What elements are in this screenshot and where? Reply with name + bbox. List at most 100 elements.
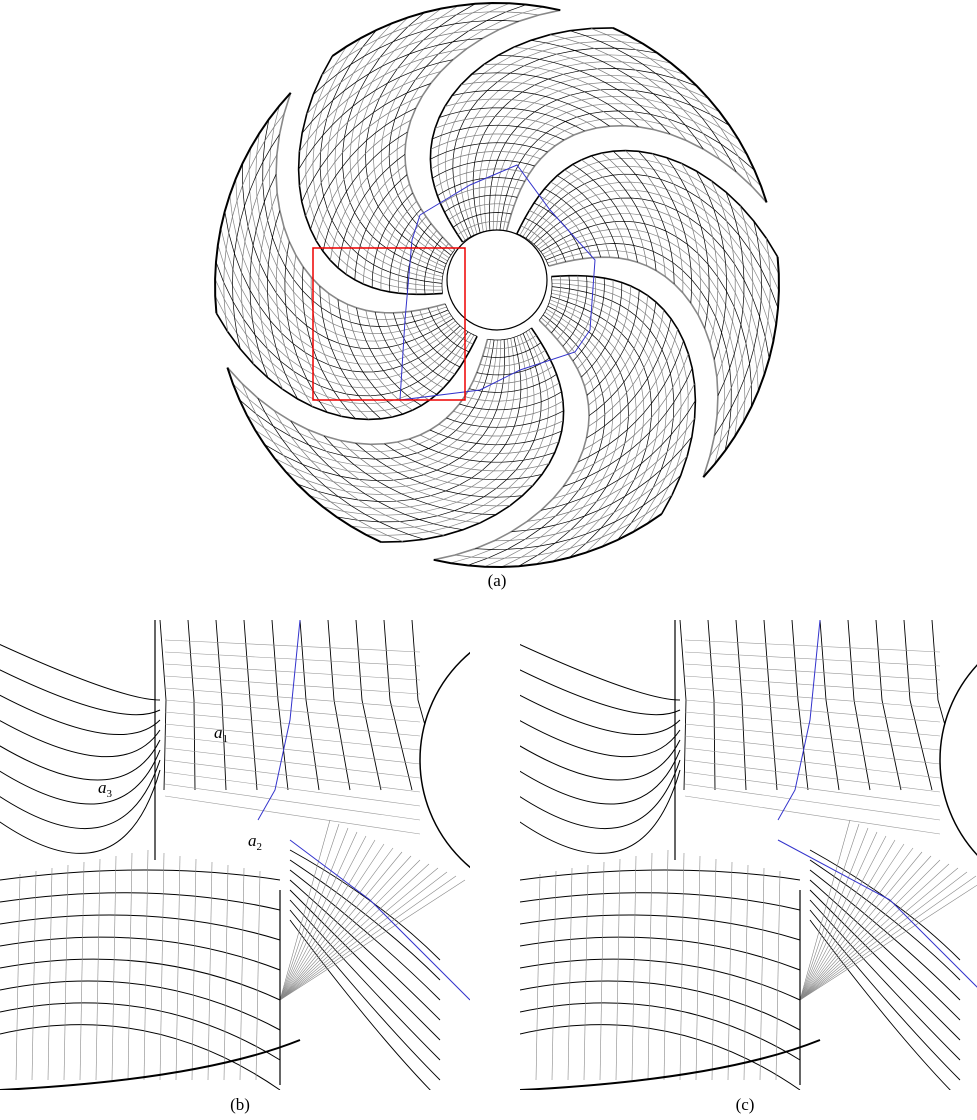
mesh-line [591,28,752,186]
mesh-line [510,715,680,757]
mesh-line [0,740,160,780]
caption: (a) [488,571,507,590]
mesh-line [299,56,443,294]
mesh-line [242,384,403,542]
mesh-line [165,772,420,806]
mesh-line [616,859,620,1080]
mesh-line [582,160,647,266]
mesh-line [280,852,402,1000]
mesh-line [0,640,160,700]
mesh-line [810,890,960,1040]
mesh-line [280,860,420,1000]
mesh-line [256,133,450,333]
mesh-line [800,860,940,1000]
mesh-line [249,148,451,341]
mesh-line [224,865,228,1080]
mesh-line [520,1025,800,1090]
mesh-line [0,937,280,970]
mesh-line [543,229,745,422]
mesh-line [431,152,541,169]
mesh-line [510,740,680,780]
mesh-line [685,760,940,792]
mesh-line [510,665,680,715]
mesh-line [613,28,767,203]
mesh-line [583,329,678,450]
mesh-line [648,853,652,1080]
mesh-line [310,336,528,508]
mesh-line [0,870,280,880]
mesh-line [477,358,550,375]
mesh-line [685,724,940,750]
mesh-line [227,368,381,542]
mesh-line [227,339,487,444]
mesh-line [800,844,904,1000]
mesh-line [0,893,280,910]
mesh-line [316,120,411,241]
mesh-line [800,864,949,1000]
mesh-line [128,853,132,1080]
mesh-line [322,12,539,76]
mesh-line [591,156,656,271]
mesh-line [0,750,160,804]
mesh-line [520,959,800,1000]
annotation: a1 [214,723,228,745]
mesh-line [280,848,393,1000]
mesh-line [430,143,547,160]
mesh-line [160,620,166,790]
mesh-line [96,859,100,1080]
mesh-line [297,337,521,501]
mesh-line [685,652,940,666]
mesh-line [810,900,960,1060]
panel-b [0,620,700,1100]
mesh-line [280,844,384,1000]
mesh-line [810,850,960,960]
mesh-line [664,850,668,1080]
mesh-line [244,620,257,790]
mesh-line [800,824,859,1000]
mesh-line [165,724,420,750]
mesh-line [728,862,732,1080]
caption: (c) [736,1095,755,1114]
mesh-line [744,865,748,1080]
mesh-line [557,176,619,259]
mesh-line [290,910,440,1080]
mesh-line [685,748,940,778]
seam [778,620,820,820]
mesh-line [800,840,895,1000]
mesh-line [165,652,420,666]
mesh-line [165,700,420,722]
mesh-line [280,836,366,1000]
mesh-line [712,859,716,1080]
mesh-line [708,620,715,790]
mesh-line [165,760,420,792]
mesh-line [800,836,886,1000]
annotation: a3 [98,778,113,800]
mesh-line [536,874,540,1080]
panel-a [215,3,779,567]
mesh-line [459,392,561,410]
mesh-line [434,514,662,567]
mesh-line [384,313,443,388]
mesh-line [0,760,160,829]
mesh-line [447,411,564,428]
mesh-line [551,276,695,514]
mesh-line [800,868,958,1000]
mesh-line [485,312,613,567]
mesh-line [230,195,458,364]
mesh-line [544,236,738,436]
mesh-line [685,772,940,806]
mesh-line [176,856,180,1080]
mesh-line [685,700,940,722]
mesh-line [332,3,560,56]
mesh-line [520,915,800,940]
mesh-line [520,893,800,910]
mesh-line [280,840,375,1000]
mesh-line [0,715,160,757]
mesh-line [685,736,940,764]
mesh-line [473,69,697,233]
mesh-line [632,856,636,1080]
caption: (b) [230,1095,250,1114]
mesh-line [800,820,850,1000]
mesh-line [494,456,687,541]
mesh-line [876,620,901,790]
